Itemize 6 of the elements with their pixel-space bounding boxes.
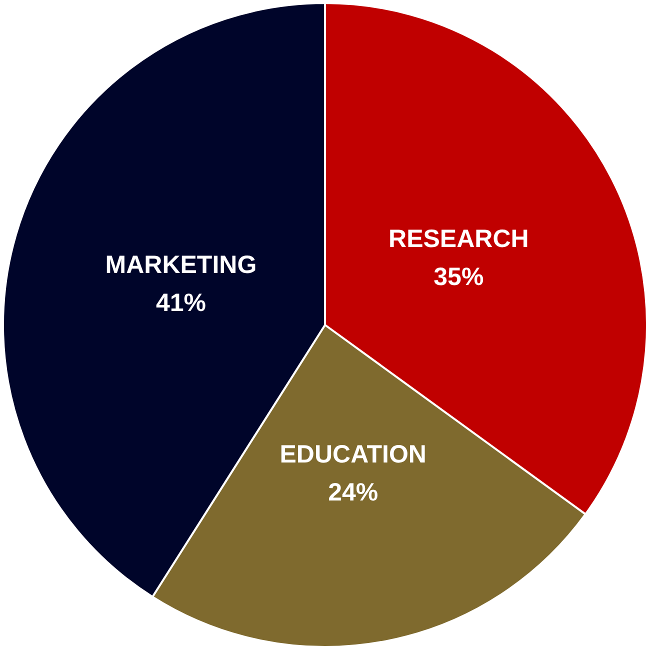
- slice-label: MARKETING: [105, 251, 257, 280]
- data-label: 41%: [156, 289, 206, 318]
- slice-label: EDUCATION: [280, 440, 426, 468]
- data-label: 35%: [434, 262, 484, 291]
- slice-label: RESEARCH: [388, 224, 529, 253]
- data-label: 24%: [328, 478, 378, 506]
